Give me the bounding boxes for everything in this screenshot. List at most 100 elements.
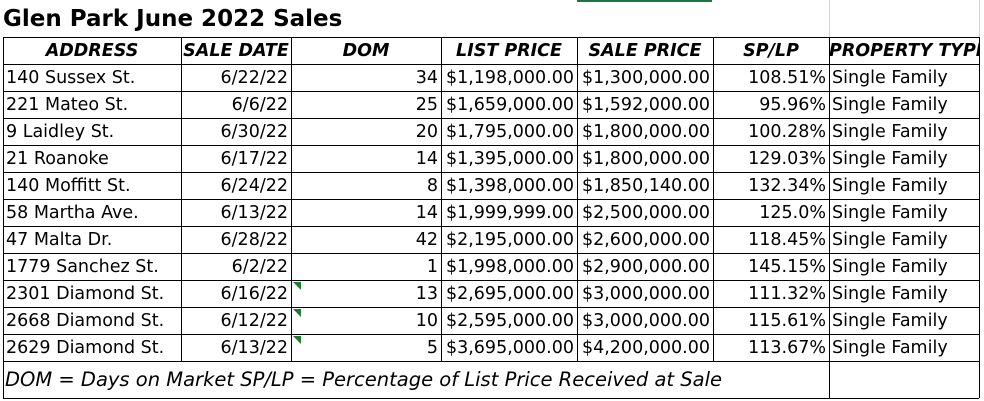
cell-address[interactable]: 221 Mateo St. (6, 95, 129, 115)
cell-sp-lp[interactable]: 125.0% (759, 203, 826, 223)
cell-property-type[interactable]: Single Family (832, 95, 948, 115)
cell-property-type[interactable]: Single Family (832, 203, 948, 223)
column-header-sale-date[interactable]: SALE DATE (183, 41, 289, 61)
grid-line-v (577, 37, 578, 361)
cell-address[interactable]: 58 Martha Ave. (6, 203, 139, 223)
cell-sale-date[interactable]: 6/13/22 (220, 338, 288, 358)
column-header-sp-lp[interactable]: SP/LP (743, 41, 799, 61)
cell-sale-price[interactable]: $3,000,000.00 (581, 311, 710, 331)
cell-dom[interactable]: 5 (426, 338, 438, 358)
cell-address[interactable]: 140 Sussex St. (6, 68, 136, 88)
cell-sale-date[interactable]: 6/6/22 (231, 95, 288, 115)
cell-sp-lp[interactable]: 100.28% (748, 122, 826, 142)
sheet-title[interactable]: Glen Park June 2022 Sales (3, 6, 343, 32)
cell-sp-lp[interactable]: 113.67% (748, 338, 826, 358)
cell-property-type[interactable]: Single Family (832, 230, 948, 250)
cell-sale-date[interactable]: 6/24/22 (220, 176, 288, 196)
cell-address[interactable]: 2629 Diamond St. (6, 338, 165, 358)
cell-sp-lp[interactable]: 115.61% (748, 311, 826, 331)
column-header-dom[interactable]: DOM (342, 41, 390, 61)
cell-list-price[interactable]: $2,595,000.00 (445, 311, 574, 331)
grid-line-v (829, 361, 830, 398)
cell-dom[interactable]: 20 (415, 122, 438, 142)
cell-list-price[interactable]: $1,998,000.00 (445, 257, 574, 277)
cell-property-type[interactable]: Single Family (832, 149, 948, 169)
cell-sale-price[interactable]: $4,200,000.00 (581, 338, 710, 358)
cell-sale-price[interactable]: $1,592,000.00 (581, 95, 710, 115)
grid-line-h (3, 64, 979, 65)
cell-dom[interactable]: 1 (426, 257, 438, 277)
cell-sale-price[interactable]: $2,900,000.00 (581, 257, 710, 277)
cell-list-price[interactable]: $1,398,000.00 (445, 176, 574, 196)
cell-list-price[interactable]: $3,695,000.00 (445, 338, 574, 358)
cell-list-price[interactable]: $2,195,000.00 (445, 230, 574, 250)
cell-address[interactable]: 21 Roanoke (6, 149, 109, 169)
cell-property-type[interactable]: Single Family (832, 176, 948, 196)
cell-sp-lp[interactable]: 145.15% (748, 257, 826, 277)
cell-property-type[interactable]: Single Family (832, 257, 948, 277)
grid-line-v (979, 0, 980, 37)
grid-line-h (3, 145, 979, 146)
grid-line-h (3, 253, 979, 254)
cell-list-price[interactable]: $1,999,999.00 (445, 203, 574, 223)
cell-dom[interactable]: 10 (415, 311, 438, 331)
cell-property-type[interactable]: Single Family (832, 338, 948, 358)
grid-line-v (979, 361, 980, 398)
cell-address[interactable]: 2301 Diamond St. (6, 284, 165, 304)
cell-sale-date[interactable]: 6/17/22 (220, 149, 288, 169)
cell-sale-date[interactable]: 6/30/22 (220, 122, 288, 142)
grid-line-v (441, 37, 442, 361)
cell-sale-price[interactable]: $1,800,000.00 (581, 149, 710, 169)
cell-sp-lp[interactable]: 108.51% (748, 68, 826, 88)
cell-sale-price[interactable]: $2,600,000.00 (581, 230, 710, 250)
cell-address[interactable]: 47 Malta Dr. (6, 230, 113, 250)
cell-sale-date[interactable]: 6/13/22 (220, 203, 288, 223)
cell-sale-date[interactable]: 6/22/22 (220, 68, 288, 88)
cell-address[interactable]: 2668 Diamond St. (6, 311, 165, 331)
column-header-sale-price[interactable]: SALE PRICE (588, 41, 702, 61)
cell-sale-price[interactable]: $1,850,140.00 (581, 176, 710, 196)
cell-dom[interactable]: 42 (415, 230, 438, 250)
grid-line-h (3, 199, 979, 200)
cell-sale-date[interactable]: 6/12/22 (220, 311, 288, 331)
cell-list-price[interactable]: $1,395,000.00 (445, 149, 574, 169)
cell-property-type[interactable]: Single Family (832, 122, 948, 142)
cell-property-type[interactable]: Single Family (832, 311, 948, 331)
cell-dom[interactable]: 25 (415, 95, 438, 115)
grid-line-h (3, 361, 979, 362)
cell-sale-price[interactable]: $3,000,000.00 (581, 284, 710, 304)
grid-line-h (3, 91, 979, 92)
cell-list-price[interactable]: $2,695,000.00 (445, 284, 574, 304)
cell-property-type[interactable]: Single Family (832, 284, 948, 304)
cell-list-price[interactable]: $1,659,000.00 (445, 95, 574, 115)
footer-note[interactable]: DOM = Days on Market SP/LP = Percentage … (5, 368, 723, 391)
column-header-address[interactable]: ADDRESS (45, 41, 139, 61)
cell-property-type[interactable]: Single Family (832, 68, 948, 88)
cell-sale-price[interactable]: $2,500,000.00 (581, 203, 710, 223)
cell-address[interactable]: 9 Laidley St. (6, 122, 115, 142)
cell-note-indicator (293, 282, 301, 290)
cell-list-price[interactable]: $1,198,000.00 (445, 68, 574, 88)
column-header-list-price[interactable]: LIST PRICE (456, 41, 562, 61)
cell-address[interactable]: 140 Moffitt St. (6, 176, 131, 196)
cell-dom[interactable]: 14 (415, 149, 438, 169)
cell-dom[interactable]: 13 (415, 284, 438, 304)
cell-sale-date[interactable]: 6/2/22 (231, 257, 288, 277)
cell-sp-lp[interactable]: 118.45% (748, 230, 826, 250)
cell-sp-lp[interactable]: 129.03% (748, 149, 826, 169)
cell-sale-date[interactable]: 6/16/22 (220, 284, 288, 304)
cell-sale-date[interactable]: 6/28/22 (220, 230, 288, 250)
column-header-property-type[interactable]: PROPERTY TYPE (829, 41, 979, 61)
cell-sale-price[interactable]: $1,300,000.00 (581, 68, 710, 88)
cell-sp-lp[interactable]: 111.32% (748, 284, 826, 304)
cell-sale-price[interactable]: $1,800,000.00 (581, 122, 710, 142)
cell-address[interactable]: 1779 Sanchez St. (6, 257, 159, 277)
cell-dom[interactable]: 14 (415, 203, 438, 223)
grid-line-v (3, 361, 4, 398)
cell-sp-lp[interactable]: 95.96% (759, 95, 826, 115)
cell-sp-lp[interactable]: 132.34% (748, 176, 826, 196)
cell-list-price[interactable]: $1,795,000.00 (445, 122, 574, 142)
cell-dom[interactable]: 34 (415, 68, 438, 88)
cell-dom[interactable]: 8 (426, 176, 438, 196)
